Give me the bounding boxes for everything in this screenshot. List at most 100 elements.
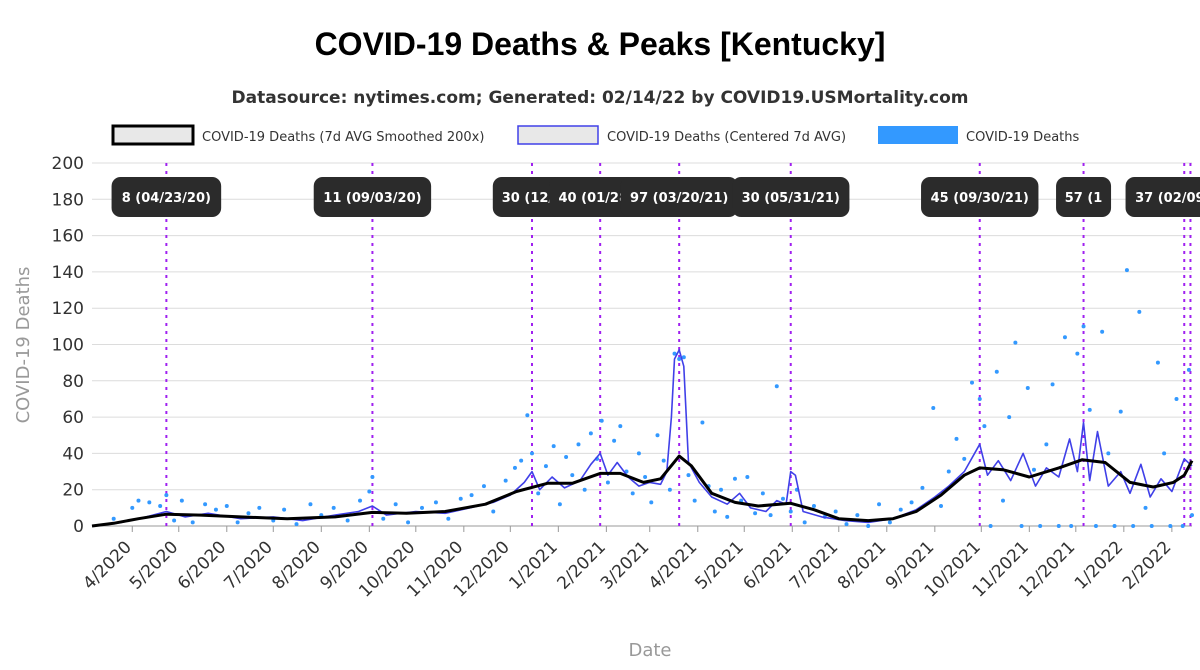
daily-deaths-point [677,357,682,362]
daily-deaths-point [345,518,350,523]
x-axis-label: Date [628,640,671,661]
y-tick-label: 40 [62,444,84,464]
daily-deaths-point [780,496,785,501]
daily-deaths-point [994,369,999,374]
daily-deaths-point [630,491,635,496]
daily-deaths-point [643,474,648,479]
peak-label-text: 57 (1 [1065,191,1103,206]
peak-label-text: 97 (03/20/21) [630,191,728,206]
daily-deaths-point [1019,524,1024,528]
daily-deaths-point [1007,415,1012,420]
daily-deaths-point [962,456,967,461]
legend-item-centered-avg[interactable]: COVID-19 Deaths (Centered 7d AVG) [517,125,846,145]
daily-deaths-point [898,507,903,512]
daily-deaths-point [1162,451,1167,456]
legend-item-smoothed[interactable]: COVID-19 Deaths (7d AVG Smoothed 200x) [111,124,484,146]
daily-deaths-point [235,520,240,525]
daily-deaths-point [920,485,925,490]
x-tick-label: 6/2021 [739,537,795,593]
daily-deaths-point [213,507,218,512]
daily-deaths-point [190,520,195,525]
daily-deaths-point [988,524,993,528]
daily-deaths-point [700,420,705,425]
peak-label-text: 30 (12/1 [502,191,562,206]
daily-deaths-point [612,438,617,443]
daily-deaths-point [1131,524,1136,528]
daily-deaths-point [111,516,116,521]
daily-deaths-point [1118,409,1123,414]
daily-deaths-point [802,520,807,525]
daily-deaths-point [582,487,587,492]
x-tick-label: 5/2021 [691,537,747,593]
daily-deaths-point [257,505,262,510]
y-tick-label: 120 [52,299,84,319]
daily-deaths-point [855,513,860,518]
daily-deaths-point [406,520,411,525]
daily-deaths-point [543,464,548,469]
daily-deaths-point [557,502,562,507]
daily-deaths-point [877,502,882,507]
peak-label-box [921,177,1039,217]
daily-deaths-point [844,522,849,527]
y-tick-label: 100 [52,336,84,356]
daily-deaths-point [970,380,974,385]
daily-deaths-point [1062,335,1067,340]
daily-deaths-point [887,520,892,525]
legend-label-centered-avg: COVID-19 Deaths (Centered 7d AVG) [607,130,846,145]
daily-deaths-point [1190,513,1194,518]
daily-deaths-point [946,469,951,474]
x-tick-label: 8/2020 [268,537,324,593]
legend: COVID-19 Deaths (7d AVG Smoothed 200x) C… [111,124,1079,146]
x-tick-label: 7/2021 [786,537,842,593]
peak-label-box [1125,177,1200,217]
daily-deaths-point [147,500,152,505]
daily-deaths-point [712,509,717,514]
daily-deaths-point [1143,505,1148,510]
legend-item-daily-deaths[interactable]: COVID-19 Deaths [878,126,1079,145]
peak-labels: 8 (04/23/20) 11 (09/03/20) 30 (12/140 (01/… [111,177,1200,217]
daily-deaths-point [1000,498,1005,503]
daily-deaths-point [551,444,556,449]
daily-deaths-point [788,509,793,514]
daily-deaths-point [294,522,299,527]
y-tick-label: 180 [52,190,84,210]
daily-deaths-point [282,507,287,512]
daily-deaths-point [753,511,758,516]
daily-deaths-point [164,493,169,498]
daily-deaths-point [1050,382,1055,387]
daily-deaths-point [136,498,141,503]
x-tick-label: 7/2020 [220,537,276,593]
peak-label-box [111,177,222,217]
peak-label: 8 (04/23/20) [111,177,222,217]
daily-deaths-point [1031,467,1036,472]
peak-label: 57 (1 [1056,177,1112,217]
daily-deaths-point [1013,340,1018,345]
y-tick-label: 160 [52,227,84,247]
daily-deaths-point [1056,524,1061,528]
x-tick-label: 1/2022 [1071,537,1127,593]
smoothed-avg-line [91,454,1194,528]
daily-deaths-point [158,504,163,509]
daily-deaths-point [1106,451,1111,456]
daily-deaths-point [1087,407,1092,412]
x-tick-label: 6/2020 [174,537,230,593]
daily-deaths-point [672,351,677,356]
daily-deaths-point [719,487,724,492]
x-tick-label: 2/2022 [1119,537,1175,593]
x-tick-label: 8/2021 [834,537,890,593]
chart-subtitle: Datasource: nytimes.com; Generated: 02/1… [232,88,969,108]
daily-deaths-point [618,424,623,429]
daily-deaths-point [681,355,686,360]
daily-deaths-point [367,489,372,494]
x-tick-label: 4/2021 [645,537,701,593]
peak-label: 45 (09/30/21) [921,177,1039,217]
daily-deaths-point [203,502,208,507]
daily-deaths-point [768,513,773,518]
daily-deaths-point [576,442,581,447]
y-tick-label: 140 [52,263,84,283]
daily-deaths-point [224,504,229,509]
peak-label-text: 37 (02/09/22) [1135,191,1200,206]
daily-deaths-point [381,516,386,521]
daily-deaths-point [1155,360,1160,365]
